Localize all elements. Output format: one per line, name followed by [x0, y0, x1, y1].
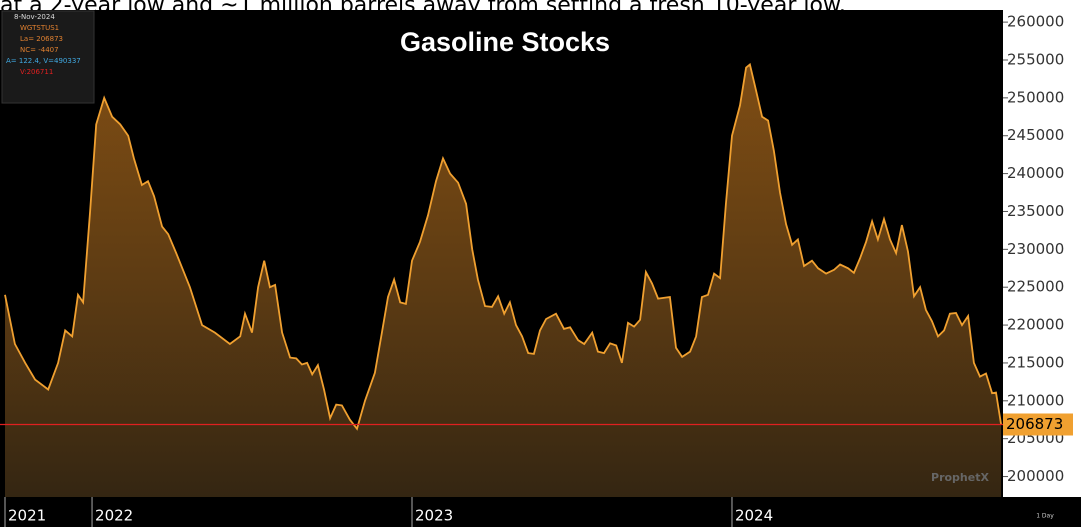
x-tick-label: 2022	[95, 507, 133, 525]
y-tick-label: 250000	[1007, 88, 1064, 106]
legend-line: V:206711	[20, 68, 53, 76]
y-tick-label: 230000	[1007, 240, 1064, 258]
y-tick-label: 240000	[1007, 164, 1064, 182]
x-tick-label: 2023	[415, 507, 453, 525]
x-axis-panel	[0, 497, 1081, 527]
watermark: ProphetX	[931, 471, 989, 484]
y-tick-label: 260000	[1007, 13, 1064, 31]
y-tick-label: 235000	[1007, 202, 1064, 220]
y-tick-label: 225000	[1007, 278, 1064, 296]
last-value-label: 206873	[1006, 415, 1063, 433]
legend-line: 8-Nov-2024	[14, 13, 55, 21]
line	[4, 62, 1002, 431]
legend-line: La= 206873	[20, 35, 63, 43]
y-tick-label: 215000	[1007, 353, 1064, 371]
legend-box	[1, 10, 95, 104]
chart-title: Gasoline Stocks	[400, 27, 610, 57]
interval-label: 1 Day	[1036, 513, 1054, 520]
legend-line: A= 122.4, V=490337	[6, 57, 81, 65]
y-tick-label: 255000	[1007, 50, 1064, 68]
y-tick-label: 220000	[1007, 316, 1064, 334]
y-tick-label: 200000	[1007, 467, 1064, 485]
legend-line: NC= -4407	[20, 46, 59, 54]
area-fill	[5, 64, 1002, 497]
last-value-badge	[1003, 413, 1073, 436]
x-tick-label: 2021	[8, 507, 46, 525]
y-tick-label: 210000	[1007, 391, 1064, 409]
x-tick-label: 2024	[735, 507, 773, 525]
y-tick-label: 245000	[1007, 126, 1064, 144]
legend-line: WGTSTUS1	[20, 24, 59, 32]
